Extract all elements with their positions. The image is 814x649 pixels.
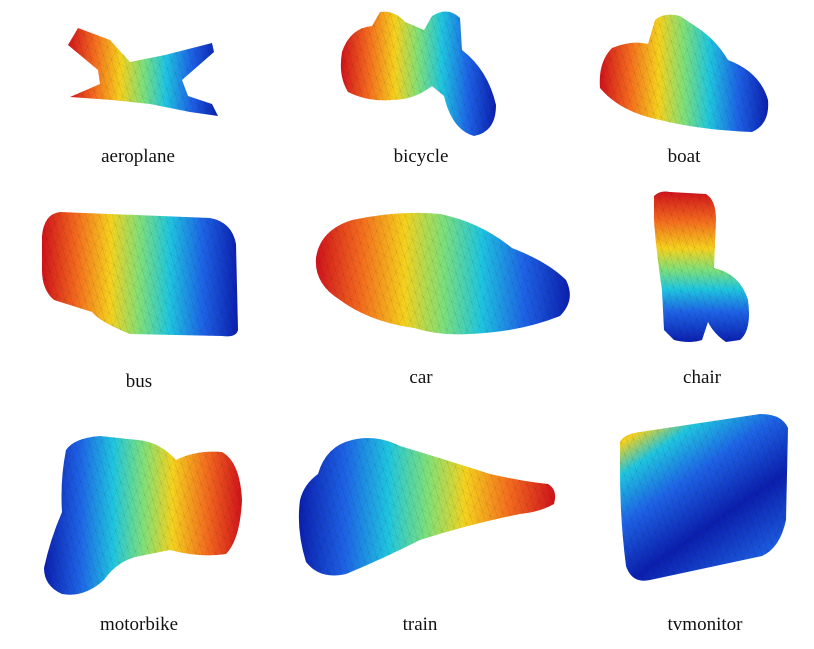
train-mesh-shape — [298, 438, 556, 576]
chair-caption: chair — [683, 367, 721, 388]
boat-mesh-shape — [599, 14, 769, 133]
train-caption: train — [402, 614, 438, 635]
car-mesh-shape — [315, 212, 570, 335]
tvmonitor-caption: tvmonitor — [667, 614, 743, 635]
bicycle-caption: bicycle — [393, 146, 449, 167]
tvmonitor-mesh-shape — [620, 414, 788, 581]
bus-mesh-shape — [42, 212, 238, 337]
motorbike-mesh-shape — [44, 436, 242, 595]
aeroplane-caption: aeroplane — [101, 146, 175, 167]
aeroplane-mesh-shape — [68, 28, 218, 116]
boat-caption: boat — [667, 146, 701, 167]
bicycle-mesh-shape — [340, 11, 496, 137]
bus-caption: bus — [125, 371, 153, 392]
car-caption: car — [409, 367, 433, 388]
chair-mesh-shape — [654, 191, 749, 342]
motorbike-caption: motorbike — [99, 614, 179, 635]
